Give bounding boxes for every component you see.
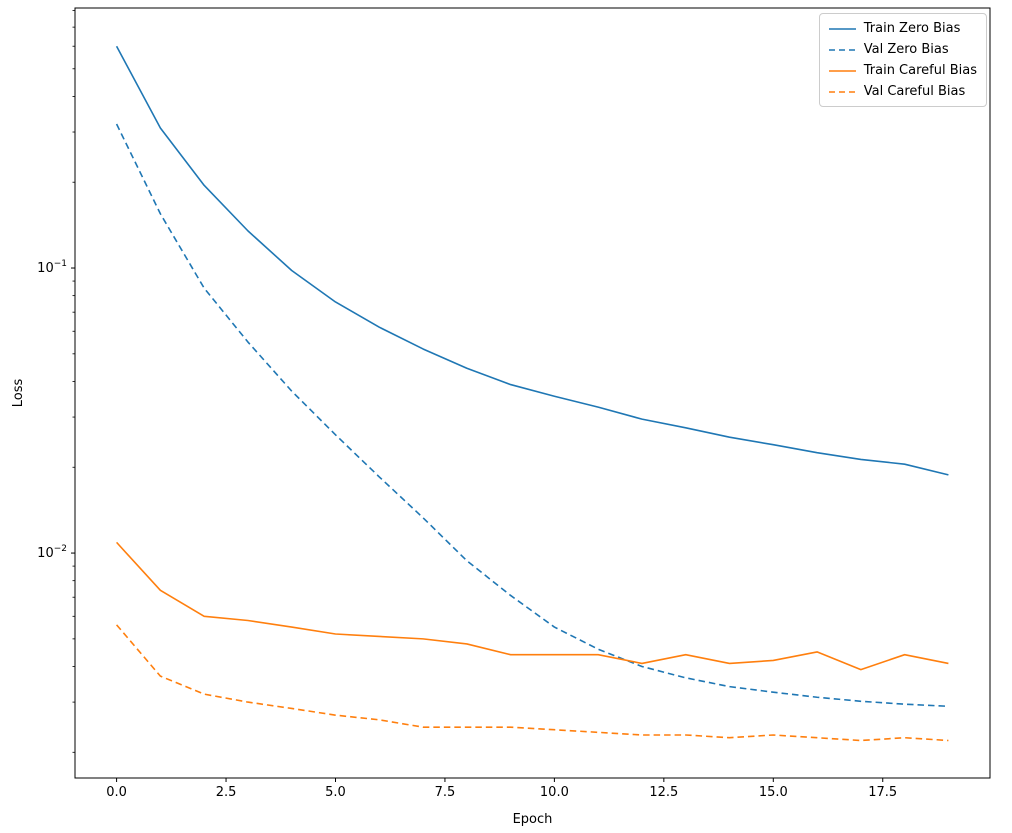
legend-label: Train Zero Bias	[863, 21, 961, 36]
x-axis-label: Epoch	[513, 812, 553, 827]
legend-entry-train-careful-bias: Train Careful Bias	[828, 62, 977, 79]
legend-entry-train-zero-bias: Train Zero Bias	[828, 20, 977, 37]
legend-line-sample	[828, 48, 856, 51]
series-lines	[115, 45, 949, 742]
legend-label: Val Zero Bias	[863, 42, 949, 57]
x-tick-label: 0.0	[106, 785, 127, 800]
legend-entry-val-zero-bias: Val Zero Bias	[828, 41, 977, 58]
legend-line-sample	[828, 69, 856, 72]
legend-label: Train Careful Bias	[863, 63, 977, 78]
series-line-val-zero-bias	[115, 123, 949, 708]
x-tick-label: 5.0	[325, 785, 346, 800]
x-tick-label: 7.5	[435, 785, 456, 800]
legend: Train Zero Bias Val Zero Bias Train Carefu…	[818, 13, 987, 107]
plot-area	[74, 7, 991, 779]
y-axis-label: Loss	[11, 379, 26, 408]
x-tick-label: 17.5	[868, 785, 897, 800]
series-line-train-careful-bias	[115, 541, 949, 671]
legend-line-sample	[828, 90, 856, 93]
x-tick-label: 12.5	[649, 785, 678, 800]
legend-entry-val-careful-bias: Val Careful Bias	[828, 83, 977, 100]
legend-line-sample	[828, 27, 856, 30]
series-line-train-zero-bias	[115, 45, 949, 476]
legend-label: Val Careful Bias	[863, 84, 966, 99]
x-tick-label: 10.0	[540, 785, 569, 800]
x-tick-label: 15.0	[759, 785, 788, 800]
x-tick-label: 2.5	[216, 785, 237, 800]
series-line-val-careful-bias	[115, 624, 949, 742]
x-axis: 0.0 2.5 5.0 7.5 10.0 12.5 15.0 17.5	[106, 778, 897, 800]
y-axis: 10−1 10−2	[37, 10, 75, 753]
y-tick-label: 10−1	[37, 259, 67, 276]
y-tick-label: 10−2	[37, 544, 67, 561]
